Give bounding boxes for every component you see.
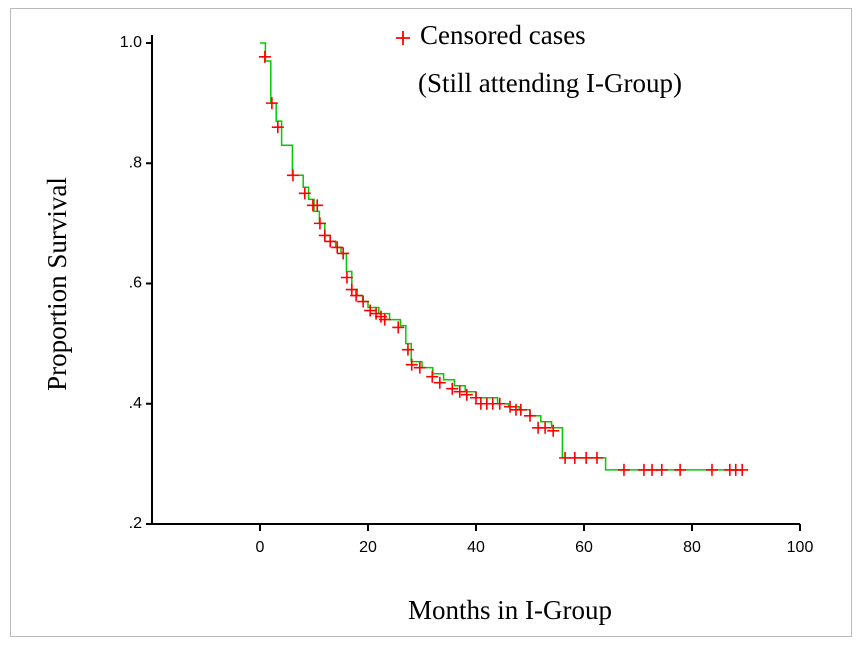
y-tick-label: .4 <box>129 395 142 412</box>
censored-mark <box>568 451 581 464</box>
y-axis-label: Proportion Survival <box>42 177 72 391</box>
censored-mark <box>547 424 560 437</box>
censored-mark <box>271 121 284 134</box>
censored-mark <box>426 370 439 383</box>
censored-mark <box>405 358 418 371</box>
censored-mark <box>331 241 344 254</box>
censored-mark <box>340 271 353 284</box>
survival-curve <box>260 42 743 471</box>
censored-mark <box>590 451 603 464</box>
x-tick-label: 40 <box>467 539 485 556</box>
y-tick-label: 1.0 <box>120 34 142 51</box>
y-tick-label: .2 <box>129 515 142 532</box>
censored-mark <box>580 451 593 464</box>
y-tick-label: .8 <box>129 154 142 171</box>
censored-mark <box>524 409 536 422</box>
x-tick-label: 100 <box>787 539 814 556</box>
censored-mark <box>736 463 749 476</box>
x-tick-label: 60 <box>575 539 593 556</box>
legend-marker <box>396 31 410 45</box>
censored-mark <box>401 343 414 356</box>
censored-mark <box>433 376 446 389</box>
censored-mark <box>539 421 552 434</box>
censored-mark <box>265 97 278 110</box>
censored-mark <box>311 199 324 212</box>
x-tick-label: 20 <box>359 539 377 556</box>
legend-note: (Still attending I-Group) <box>418 68 682 98</box>
censored-mark <box>337 247 350 260</box>
x-axis-label: Months in I-Group <box>408 595 612 625</box>
legend-label: Censored cases <box>420 20 586 50</box>
censored-mark <box>357 295 370 308</box>
censored-mark <box>504 400 517 413</box>
x-tick-label: 0 <box>256 539 265 556</box>
censored-mark <box>324 235 337 248</box>
censored-mark <box>674 463 687 476</box>
censored-mark <box>345 283 358 296</box>
censored-mark <box>493 397 506 410</box>
censored-mark <box>446 382 459 395</box>
censored-mark <box>298 187 311 200</box>
censored-mark <box>370 307 383 320</box>
y-tick-label: .6 <box>129 275 142 292</box>
censored-mark <box>364 304 377 317</box>
censored-mark <box>655 463 668 476</box>
censored-mark <box>705 463 718 476</box>
censored-mark <box>514 403 527 416</box>
censored-mark <box>313 217 326 230</box>
censored-mark <box>413 361 426 374</box>
censored-mark <box>350 289 363 302</box>
censored-mark <box>286 169 299 182</box>
censored-mark <box>460 388 473 401</box>
censored-mark <box>392 321 405 334</box>
censored-mark <box>378 313 391 326</box>
frame <box>10 8 852 637</box>
censored-mark <box>453 385 466 398</box>
x-tick-label: 80 <box>683 539 701 556</box>
censored-mark <box>258 50 271 63</box>
censored-mark <box>617 463 630 476</box>
censored-mark <box>318 229 331 242</box>
censored-mark <box>470 391 482 404</box>
